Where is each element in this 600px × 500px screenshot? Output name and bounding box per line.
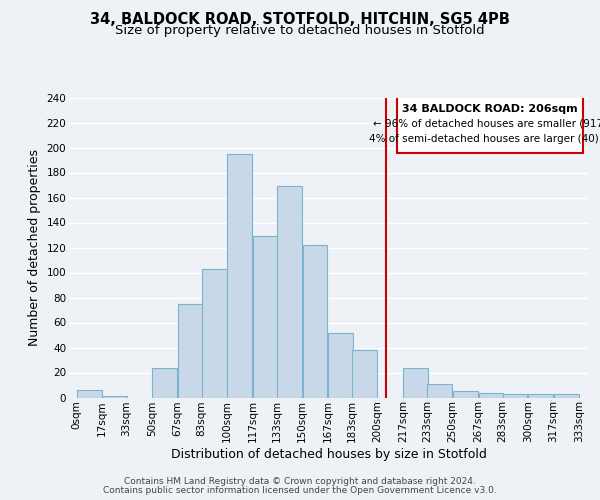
Bar	[328, 332, 353, 398]
Bar	[479, 392, 503, 398]
Bar	[352, 350, 377, 398]
Y-axis label: Number of detached properties: Number of detached properties	[28, 149, 41, 346]
Text: 34 BALDOCK ROAD: 206sqm: 34 BALDOCK ROAD: 206sqm	[403, 104, 578, 114]
Bar	[453, 391, 478, 398]
Text: Contains public sector information licensed under the Open Government Licence v3: Contains public sector information licen…	[103, 486, 497, 495]
Bar	[178, 304, 203, 398]
FancyBboxPatch shape	[397, 94, 583, 152]
Bar	[302, 245, 328, 398]
Bar	[103, 396, 127, 398]
Bar	[77, 390, 102, 398]
Text: ← 96% of detached houses are smaller (917): ← 96% of detached houses are smaller (91…	[373, 119, 600, 129]
Text: Size of property relative to detached houses in Stotfold: Size of property relative to detached ho…	[115, 24, 485, 37]
Text: 4% of semi-detached houses are larger (40) →: 4% of semi-detached houses are larger (4…	[370, 134, 600, 144]
Bar	[227, 154, 252, 398]
Bar	[202, 269, 227, 398]
Bar	[427, 384, 452, 398]
X-axis label: Distribution of detached houses by size in Stotfold: Distribution of detached houses by size …	[170, 448, 487, 461]
Bar	[152, 368, 177, 398]
Bar	[528, 394, 553, 398]
Bar	[277, 186, 302, 398]
Bar	[253, 236, 278, 398]
Bar	[554, 394, 578, 398]
Bar	[503, 394, 527, 398]
Text: Contains HM Land Registry data © Crown copyright and database right 2024.: Contains HM Land Registry data © Crown c…	[124, 478, 476, 486]
Bar	[403, 368, 428, 398]
Text: 34, BALDOCK ROAD, STOTFOLD, HITCHIN, SG5 4PB: 34, BALDOCK ROAD, STOTFOLD, HITCHIN, SG5…	[90, 12, 510, 28]
